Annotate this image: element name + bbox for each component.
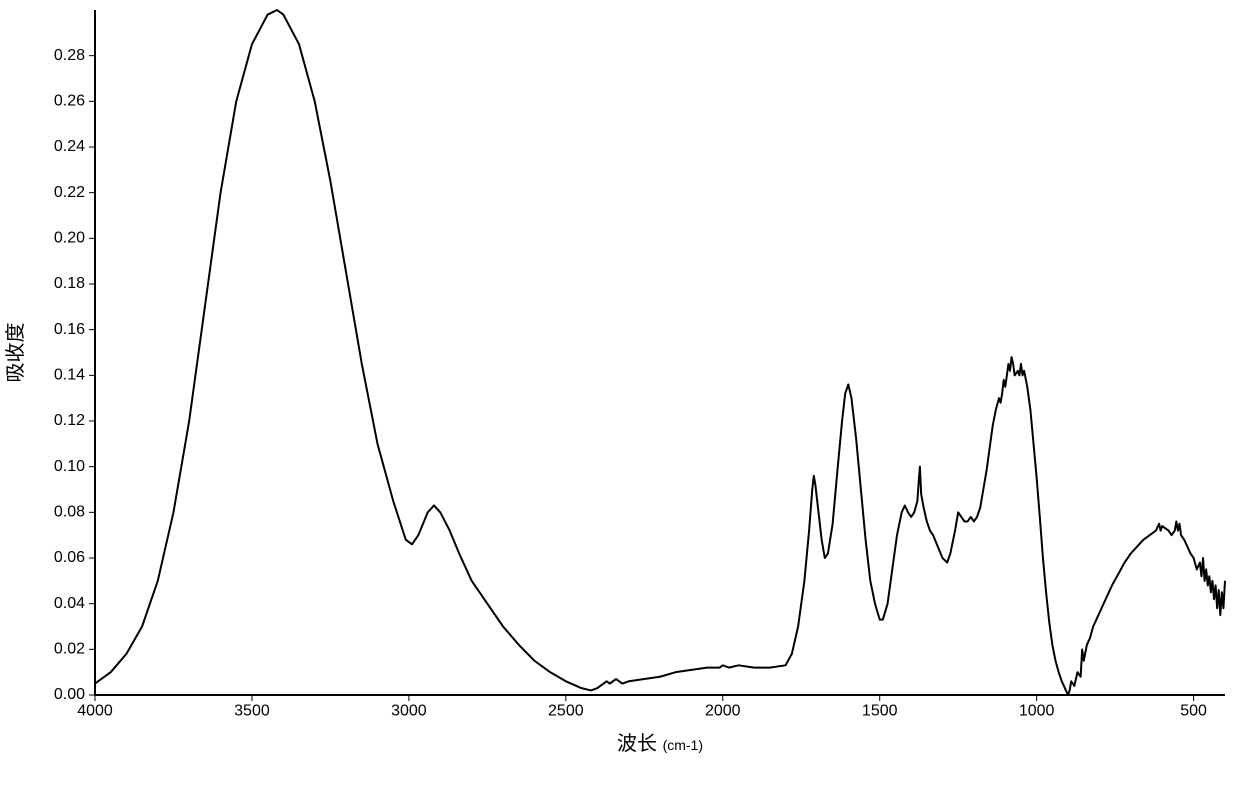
y-tick-label: 0.04 [54,595,85,612]
x-tick-label: 1500 [862,702,898,719]
y-tick-label: 0.22 [54,184,85,201]
y-tick-label: 0.28 [54,47,85,64]
y-tick-label: 0.12 [54,412,85,429]
x-tick-label: 3000 [391,702,427,719]
y-tick-label: 0.26 [54,93,85,110]
x-axis-title: 波长 (cm-1) [617,732,703,755]
y-tick-label: 0.14 [54,367,85,384]
y-tick-label: 0.24 [54,138,85,155]
y-tick-label: 0.02 [54,641,85,658]
y-tick-label: 0.08 [54,504,85,521]
x-tick-label: 2500 [548,702,584,719]
ir-spectrum-chart: 0.00 0.02 0.04 0.06 0.08 0.10 0.12 0.14 0.16 0.18… [0,0,1240,785]
y-tick-label: 0.18 [54,275,85,292]
y-tick-label: 0.20 [54,230,85,247]
y-tick-label: 0.10 [54,458,85,475]
x-tick-label: 2000 [705,702,741,719]
x-tick-label: 500 [1180,702,1207,719]
y-axis-title: 吸收度 [4,323,27,383]
spectrum-line [95,10,1225,695]
y-tick-label: 0.00 [54,686,85,703]
chart-svg: 0.00 0.02 0.04 0.06 0.08 0.10 0.12 0.14 0.16 0.18… [0,0,1240,785]
x-tick-label: 1000 [1019,702,1055,719]
x-tick-label: 3500 [234,702,270,719]
y-tick-label: 0.06 [54,549,85,566]
y-tick-label: 0.16 [54,321,85,338]
x-tick-label: 4000 [77,702,113,719]
